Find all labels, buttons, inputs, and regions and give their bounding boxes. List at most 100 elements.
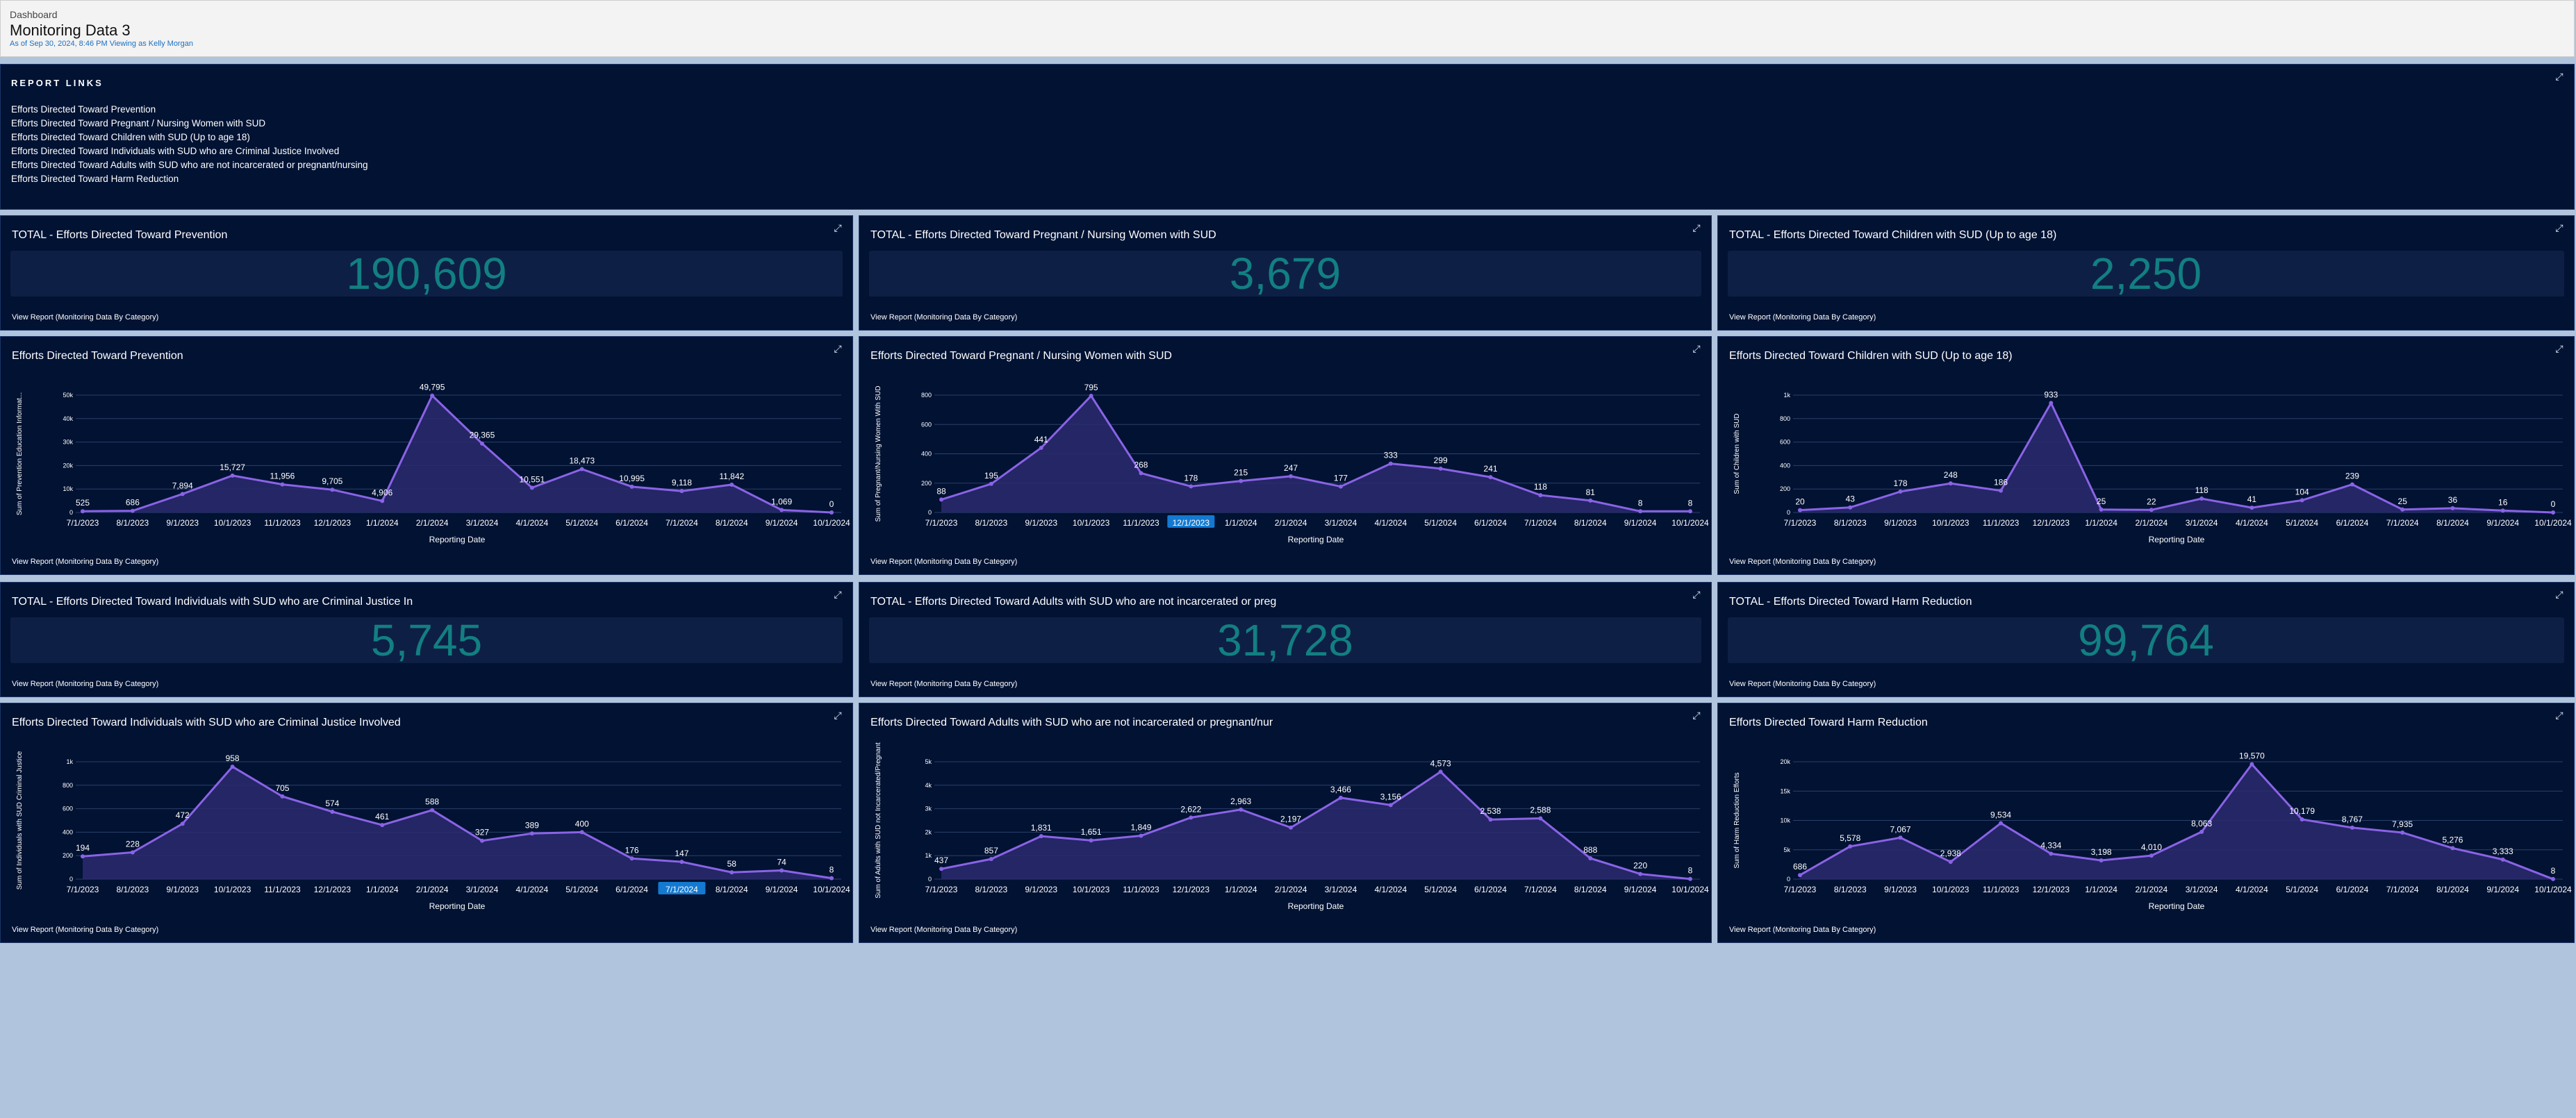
data-point[interactable] — [2551, 876, 2555, 881]
data-point[interactable] — [679, 489, 684, 494]
expand-icon[interactable]: ⤢ — [834, 710, 842, 721]
data-point[interactable] — [989, 857, 993, 862]
data-point[interactable] — [2400, 507, 2405, 512]
data-point[interactable] — [1898, 489, 1903, 494]
data-point[interactable] — [2249, 762, 2254, 767]
data-point[interactable] — [989, 481, 993, 486]
data-point[interactable] — [130, 508, 135, 513]
data-point[interactable] — [130, 850, 135, 855]
data-point[interactable] — [829, 510, 834, 515]
data-point[interactable] — [230, 473, 235, 478]
data-point[interactable] — [2300, 498, 2304, 503]
data-point[interactable] — [1798, 873, 1802, 878]
view-report-link[interactable]: View Report (Monitoring Data By Category… — [870, 926, 1018, 934]
data-point[interactable] — [1538, 493, 1543, 498]
report-link-children[interactable]: Efforts Directed Toward Children with SU… — [11, 132, 250, 142]
data-point[interactable] — [829, 876, 834, 881]
data-point[interactable] — [2500, 857, 2505, 862]
data-point[interactable] — [1488, 817, 1493, 822]
data-point[interactable] — [1388, 461, 1393, 466]
report-link-criminal-justice[interactable]: Efforts Directed Toward Individuals with… — [11, 146, 340, 156]
data-point[interactable] — [1588, 498, 1593, 503]
expand-icon[interactable]: ⤢ — [2555, 222, 2563, 233]
data-point[interactable] — [2400, 830, 2405, 835]
view-report-link[interactable]: View Report (Monitoring Data By Category… — [1729, 680, 1876, 688]
report-link-adults[interactable]: Efforts Directed Toward Adults with SUD … — [11, 160, 368, 170]
data-point[interactable] — [579, 467, 584, 472]
data-point[interactable] — [1538, 816, 1543, 821]
data-point[interactable] — [2450, 846, 2455, 851]
report-link-pregnant-nursing[interactable]: Efforts Directed Toward Pregnant / Nursi… — [11, 118, 266, 128]
data-point[interactable] — [1338, 484, 1343, 489]
data-point[interactable] — [1039, 834, 1043, 839]
data-point[interactable] — [2149, 508, 2154, 512]
expand-icon[interactable]: ⤢ — [2555, 71, 2563, 82]
data-point[interactable] — [939, 497, 943, 502]
view-report-link[interactable]: View Report (Monitoring Data By Category… — [1729, 558, 1876, 566]
data-point[interactable] — [1588, 856, 1593, 860]
view-report-link[interactable]: View Report (Monitoring Data By Category… — [870, 558, 1018, 566]
data-point[interactable] — [1289, 474, 1294, 478]
data-point[interactable] — [280, 482, 285, 487]
data-point[interactable] — [380, 823, 385, 828]
expand-icon[interactable]: ⤢ — [834, 222, 842, 233]
expand-icon[interactable]: ⤢ — [2555, 343, 2563, 354]
data-point[interactable] — [529, 485, 534, 490]
expand-icon[interactable]: ⤢ — [2555, 589, 2563, 600]
data-point[interactable] — [1438, 466, 1443, 471]
data-point[interactable] — [430, 808, 435, 812]
data-point[interactable] — [2350, 825, 2354, 830]
data-point[interactable] — [1438, 769, 1443, 774]
data-point[interactable] — [629, 484, 634, 489]
data-point[interactable] — [1139, 833, 1143, 838]
data-point[interactable] — [2099, 858, 2104, 862]
data-point[interactable] — [1948, 860, 1953, 865]
data-point[interactable] — [1289, 825, 1294, 830]
data-point[interactable] — [2149, 853, 2154, 858]
data-point[interactable] — [729, 870, 734, 875]
data-point[interactable] — [1999, 488, 2004, 493]
expand-icon[interactable]: ⤢ — [1692, 589, 1701, 600]
expand-icon[interactable]: ⤢ — [1692, 222, 1701, 233]
data-point[interactable] — [1848, 844, 1853, 849]
report-link-prevention[interactable]: Efforts Directed Toward Prevention — [11, 104, 156, 115]
data-point[interactable] — [2249, 506, 2254, 510]
data-point[interactable] — [2551, 510, 2555, 515]
data-point[interactable] — [2049, 851, 2054, 856]
data-point[interactable] — [1898, 835, 1903, 840]
data-point[interactable] — [180, 492, 185, 497]
data-point[interactable] — [1638, 509, 1643, 514]
data-point[interactable] — [430, 393, 435, 398]
data-point[interactable] — [1688, 509, 1692, 514]
expand-icon[interactable]: ⤢ — [834, 589, 842, 600]
expand-icon[interactable]: ⤢ — [2555, 710, 2563, 721]
view-report-link[interactable]: View Report (Monitoring Data By Category… — [12, 926, 159, 934]
data-point[interactable] — [1039, 445, 1043, 450]
data-point[interactable] — [2300, 817, 2304, 821]
data-point[interactable] — [1488, 475, 1493, 480]
data-point[interactable] — [1688, 876, 1692, 881]
data-point[interactable] — [479, 441, 484, 446]
data-point[interactable] — [529, 831, 534, 836]
data-point[interactable] — [2049, 401, 2054, 406]
data-point[interactable] — [1089, 394, 1093, 399]
data-point[interactable] — [1139, 471, 1143, 476]
data-point[interactable] — [81, 854, 85, 859]
data-point[interactable] — [1848, 505, 1853, 510]
view-report-link[interactable]: View Report (Monitoring Data By Category… — [870, 680, 1018, 688]
data-point[interactable] — [1798, 508, 1802, 512]
expand-icon[interactable]: ⤢ — [1692, 710, 1701, 721]
data-point[interactable] — [579, 830, 584, 835]
data-point[interactable] — [2099, 507, 2104, 512]
data-point[interactable] — [1338, 795, 1343, 800]
data-point[interactable] — [2450, 506, 2455, 510]
data-point[interactable] — [939, 867, 943, 871]
data-point[interactable] — [779, 508, 784, 512]
view-report-link[interactable]: View Report (Monitoring Data By Category… — [1729, 926, 1876, 934]
data-point[interactable] — [280, 794, 285, 799]
data-point[interactable] — [779, 868, 784, 873]
view-report-link[interactable]: View Report (Monitoring Data By Category… — [12, 313, 159, 322]
data-point[interactable] — [230, 765, 235, 769]
breadcrumb[interactable]: Dashboard — [10, 9, 58, 20]
data-point[interactable] — [2350, 482, 2354, 487]
